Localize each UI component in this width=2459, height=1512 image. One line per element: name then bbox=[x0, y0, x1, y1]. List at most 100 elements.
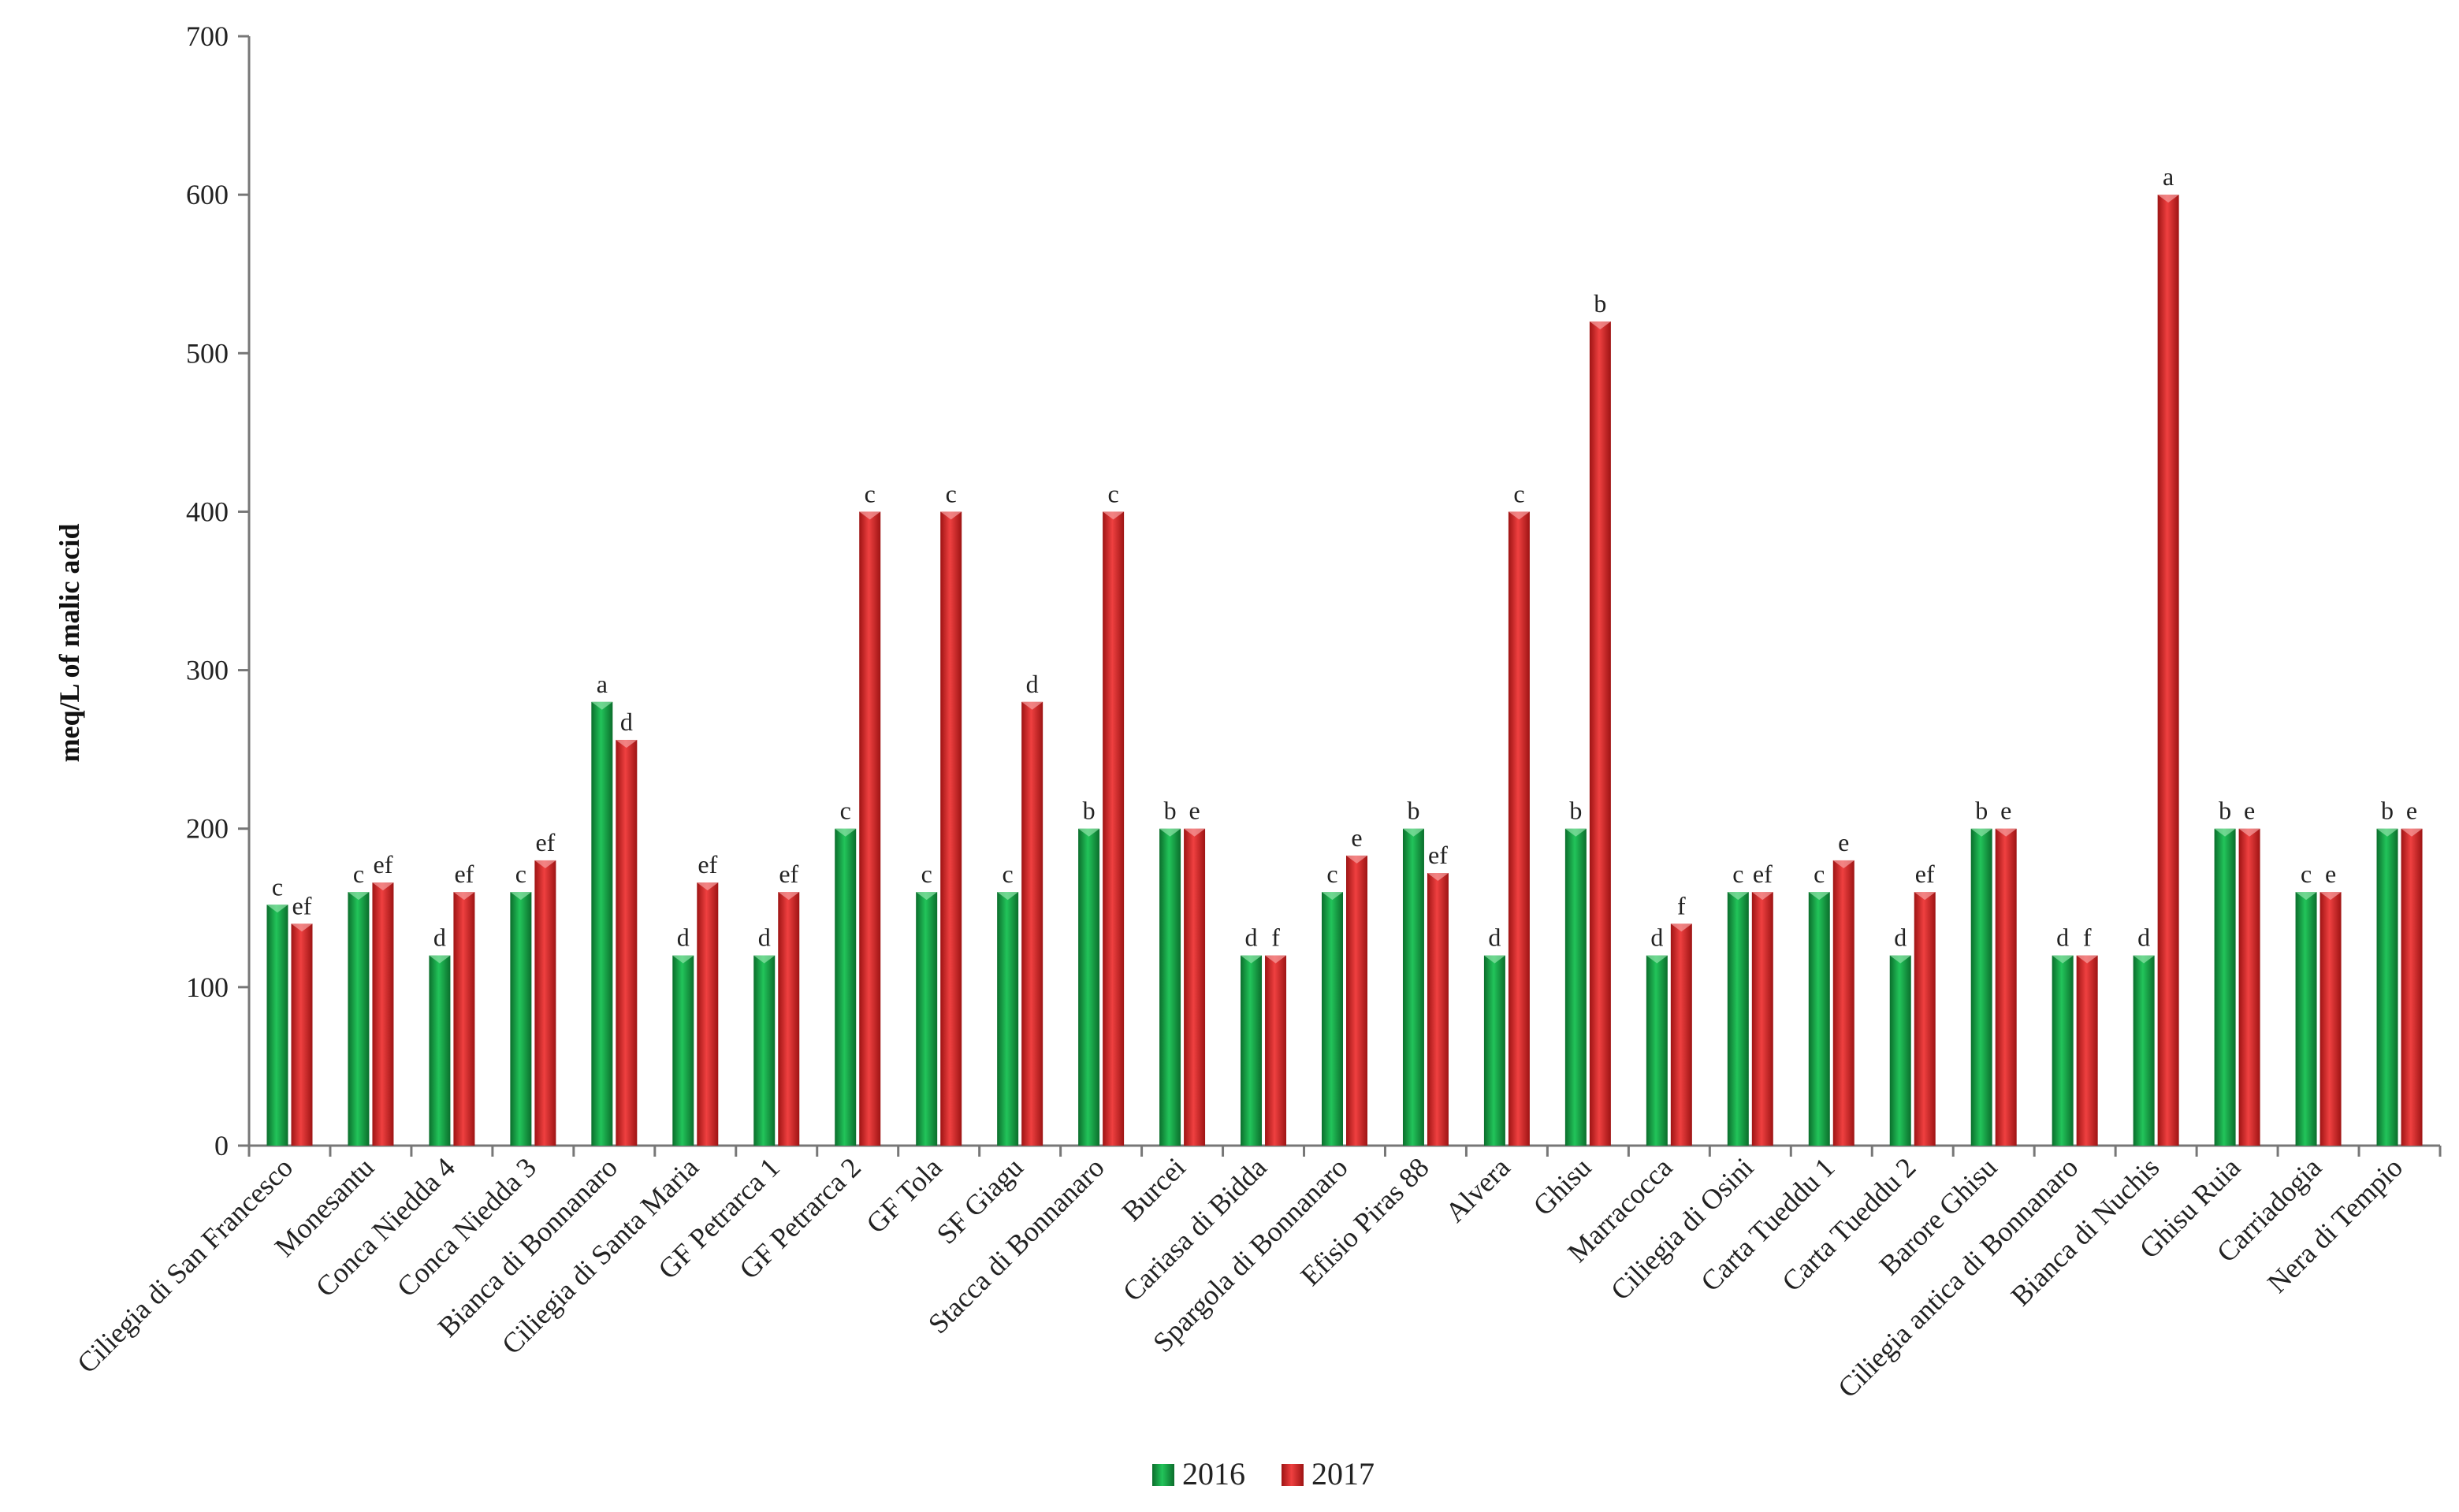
significance-label: ef bbox=[779, 860, 798, 888]
significance-label: d bbox=[620, 708, 633, 736]
significance-label: ef bbox=[1753, 860, 1773, 888]
bar-2017 bbox=[1103, 511, 1125, 1146]
bar-2017 bbox=[1508, 511, 1530, 1146]
bar-top-bevel bbox=[916, 892, 938, 901]
significance-label: d bbox=[1488, 923, 1501, 952]
significance-label: d bbox=[1650, 923, 1663, 952]
significance-label: e bbox=[1351, 823, 1362, 852]
bar-2017 bbox=[2238, 828, 2260, 1146]
significance-label: f bbox=[2083, 923, 2092, 952]
y-tick-label: 100 bbox=[186, 971, 229, 1003]
bar-top-bevel bbox=[453, 892, 475, 901]
significance-label: c bbox=[921, 860, 932, 888]
bar-top-bevel bbox=[591, 701, 613, 710]
bar-2017 bbox=[1995, 828, 2017, 1146]
bar-top-bevel bbox=[753, 955, 776, 964]
bar-top-bevel bbox=[1078, 828, 1100, 837]
bar-top-bevel bbox=[1103, 511, 1125, 520]
bar-2017 bbox=[453, 892, 475, 1146]
bar-top-bevel bbox=[1995, 828, 2017, 837]
y-tick-label: 400 bbox=[186, 496, 229, 527]
significance-label: b bbox=[1407, 797, 1419, 825]
bar-2017 bbox=[1832, 860, 1854, 1146]
bar-2016 bbox=[1483, 955, 1505, 1146]
bar-2017 bbox=[940, 511, 962, 1146]
axes: 0 100 200 300 400 500 600 700 Ciliegia di San Fr… bbox=[71, 20, 2442, 1404]
significance-label: c bbox=[2301, 860, 2312, 888]
significance-label: c bbox=[1814, 860, 1825, 888]
bar-2017 bbox=[778, 892, 800, 1146]
bar-top-bevel bbox=[372, 882, 394, 891]
bar-top-bevel bbox=[2076, 955, 2098, 964]
significance-label: a bbox=[597, 670, 608, 698]
significance-label: b bbox=[2381, 797, 2394, 825]
significance-label: ef bbox=[535, 828, 555, 856]
bar-2017 bbox=[1346, 855, 1367, 1146]
bar-2016 bbox=[2295, 892, 2317, 1146]
bar-top-bevel bbox=[2133, 955, 2155, 964]
bar-top-bevel bbox=[1832, 860, 1854, 868]
significance-label: b bbox=[2219, 797, 2231, 825]
significance-label: e bbox=[1838, 828, 1849, 856]
significance-label: b bbox=[1164, 797, 1177, 825]
significance-label: c bbox=[865, 479, 876, 507]
bar-top-bevel bbox=[266, 905, 288, 913]
bar-2017 bbox=[859, 511, 881, 1146]
significance-label: c bbox=[515, 860, 526, 888]
legend: 2016 2017 bbox=[1152, 1456, 1375, 1492]
significance-label: c bbox=[946, 479, 957, 507]
bar-2016 bbox=[835, 828, 857, 1146]
bar-top-bevel bbox=[697, 882, 719, 891]
bar-top-bevel bbox=[1589, 321, 1611, 330]
bar-top-bevel bbox=[1564, 828, 1587, 837]
bar-top-bevel bbox=[1751, 892, 1773, 901]
y-tick-label: 200 bbox=[186, 813, 229, 845]
legend-label: 2016 bbox=[1182, 1456, 1245, 1492]
bar-top-bevel bbox=[1427, 873, 1449, 882]
bar-2016 bbox=[1808, 892, 1830, 1146]
bar-2017 bbox=[1914, 892, 1936, 1146]
significance-label: d bbox=[2056, 923, 2069, 952]
bar-top-bevel bbox=[1808, 892, 1830, 901]
significance-label: d bbox=[433, 923, 446, 952]
bar-top-bevel bbox=[997, 892, 1019, 901]
bar-2016 bbox=[1241, 955, 1263, 1146]
bar-2017 bbox=[2319, 892, 2342, 1146]
bar-2016 bbox=[1727, 892, 1749, 1146]
significance-label: e bbox=[2244, 797, 2255, 825]
bar-2017 bbox=[1184, 828, 1206, 1146]
bar-top-bevel bbox=[1402, 828, 1424, 837]
significance-label: d bbox=[677, 923, 690, 952]
bar-2017 bbox=[372, 882, 394, 1146]
significance-label: c bbox=[1326, 860, 1337, 888]
bar-top-bevel bbox=[534, 860, 556, 868]
bar-2017 bbox=[2076, 955, 2098, 1146]
significance-label: f bbox=[1677, 891, 1686, 919]
category-label: Bianca di Nuchis bbox=[2005, 1151, 2166, 1312]
significance-label: d bbox=[1894, 923, 1907, 952]
bar-top-bevel bbox=[940, 511, 962, 520]
bar-top-bevel bbox=[2214, 828, 2236, 837]
category-label: Conca Niedda 3 bbox=[391, 1151, 542, 1302]
bar-2016 bbox=[1646, 955, 1668, 1146]
significance-label: c bbox=[272, 872, 283, 901]
bar-top-bevel bbox=[2295, 892, 2317, 901]
bar-top-bevel bbox=[1889, 955, 1911, 964]
bar-2016 bbox=[1078, 828, 1100, 1146]
bar-2016 bbox=[1402, 828, 1424, 1146]
bar-top-bevel bbox=[2319, 892, 2342, 901]
significance-label: ef bbox=[292, 891, 312, 919]
bar-top-bevel bbox=[1508, 511, 1530, 520]
bar-2016 bbox=[2376, 828, 2398, 1146]
bar-2017 bbox=[2157, 195, 2179, 1146]
significance-label: ef bbox=[698, 850, 717, 879]
significance-label: e bbox=[1189, 797, 1200, 825]
significance-label: ef bbox=[374, 850, 393, 879]
bar-2016 bbox=[1564, 828, 1587, 1146]
y-tick-label: 300 bbox=[186, 655, 229, 686]
bar-2017 bbox=[1751, 892, 1773, 1146]
category-label: Ciliegia di Osini bbox=[1605, 1151, 1760, 1306]
bar-2016 bbox=[591, 701, 613, 1146]
